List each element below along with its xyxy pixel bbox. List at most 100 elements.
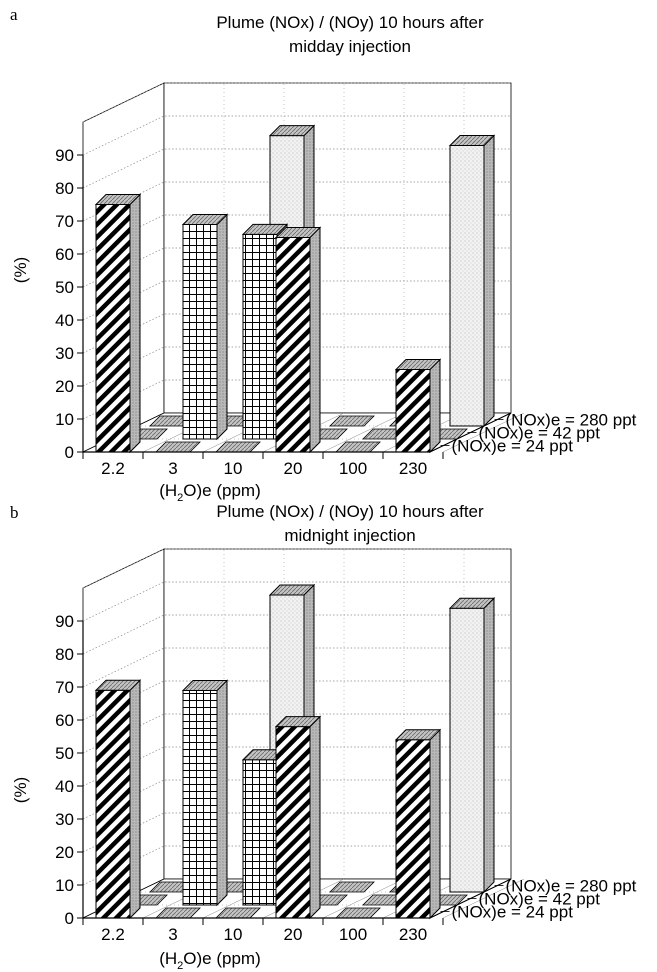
chart-title-line1: Plume (NOx) / (NOy) 10 hours after xyxy=(216,502,484,521)
y-tick-label: 40 xyxy=(55,311,74,330)
bar xyxy=(94,193,142,454)
front-axes xyxy=(77,620,512,925)
x-axis-label: (H2O)e (ppm) xyxy=(159,481,261,504)
front-axes xyxy=(77,154,512,459)
x-tick-label: 100 xyxy=(339,459,367,478)
bar-side xyxy=(309,715,321,920)
bar-front xyxy=(95,689,131,919)
bar-side xyxy=(129,679,141,920)
x-tick-label: 10 xyxy=(224,925,243,944)
bar-top xyxy=(268,125,316,137)
y-tick-label: 0 xyxy=(65,443,74,462)
x-tick-label: 3 xyxy=(168,459,177,478)
bar-top xyxy=(181,214,229,225)
bar xyxy=(448,596,496,894)
y-tick-label: 20 xyxy=(55,377,74,396)
legend-label: (NOx)e = 42 ppt xyxy=(479,424,601,443)
bar-side xyxy=(216,679,228,907)
chart-title-line2: midnight injection xyxy=(284,526,415,545)
bar-side xyxy=(429,728,441,920)
y-tick-label: 20 xyxy=(55,843,74,862)
bar xyxy=(181,213,229,441)
panel-b: b Plume (NOx) / (NOy) 10 hours after mid… xyxy=(10,502,637,972)
bar-side xyxy=(483,134,495,428)
y-tick-label: 40 xyxy=(55,777,74,796)
x-tick-label: 2.2 xyxy=(101,459,125,478)
y-tick-label: 50 xyxy=(55,278,74,297)
chart-title-line1: Plume (NOx) / (NOy) 10 hours after xyxy=(216,13,484,32)
x-tick-label: 10 xyxy=(224,459,243,478)
y-tick-label: 30 xyxy=(55,810,74,829)
bar-front xyxy=(449,607,485,893)
legend-label: (NOx)e = 42 ppt xyxy=(479,890,601,909)
legend-label: (NOx)e = 280 ppt xyxy=(506,411,637,430)
bar xyxy=(448,134,496,428)
y-tick-label: 60 xyxy=(55,711,74,730)
x-tick-label: 3 xyxy=(168,925,177,944)
labels: 0 10 20 30 40 50 60 70 80 90 2.2 3 10 20 100 230 (NOx)e … xyxy=(55,612,637,944)
y-axis-label: (%) xyxy=(11,777,30,803)
y-tick-label: 50 xyxy=(55,744,74,763)
bar xyxy=(329,881,375,893)
y-tick-label: 80 xyxy=(55,179,74,198)
bar xyxy=(181,679,229,907)
bar-front xyxy=(242,759,278,906)
bar-front xyxy=(395,739,431,919)
bar-top xyxy=(94,679,142,691)
floor-cat-line xyxy=(442,412,525,453)
y-tick-label: 90 xyxy=(55,612,74,631)
bar-top xyxy=(274,716,322,728)
bar-top xyxy=(394,359,442,370)
y-tick-label: 10 xyxy=(55,876,74,895)
bar-side xyxy=(309,226,321,454)
y-tick-label: 80 xyxy=(55,645,74,664)
legend-label: (NOx)e = 24 ppt xyxy=(452,437,574,456)
bar xyxy=(329,415,375,427)
x-axis-label: (H2O)e (ppm) xyxy=(159,949,261,972)
y-tick-label: 60 xyxy=(55,245,74,264)
bar-top xyxy=(241,223,289,235)
y-axis-label: (%) xyxy=(11,257,30,283)
bar xyxy=(394,358,442,454)
bar-top xyxy=(448,597,496,609)
y-tick-label: 30 xyxy=(55,344,74,363)
labels: 0 10 20 30 40 50 60 70 80 90 2.2 3 10 20 100 230 (NOx)e … xyxy=(55,146,637,478)
floor-cat-line xyxy=(322,878,405,919)
panel-label: b xyxy=(10,503,19,522)
x-tick-label: 230 xyxy=(399,459,427,478)
bar-front xyxy=(395,369,431,453)
panel-a: a Plume (NOx) / (NOy) 10 hours after mid… xyxy=(10,5,637,504)
x-tick-label: 2.2 xyxy=(101,925,125,944)
bar-top xyxy=(394,729,442,741)
x-tick-label: 20 xyxy=(284,459,303,478)
bar-front xyxy=(275,726,311,919)
x-tick-label: 20 xyxy=(284,925,303,944)
legend-label: (NOx)e = 280 ppt xyxy=(506,877,637,896)
x-tick-label: 230 xyxy=(399,925,427,944)
chart-title-line2: midday injection xyxy=(289,37,411,56)
bar xyxy=(394,728,442,920)
bar-front xyxy=(95,204,131,453)
bar xyxy=(274,226,322,454)
bar-front xyxy=(182,690,218,906)
y-tick-label: 90 xyxy=(55,146,74,165)
bar-side xyxy=(483,596,495,894)
bar xyxy=(274,715,322,920)
bar-top xyxy=(94,194,142,205)
bar-front xyxy=(449,145,485,427)
bar-zero-tile xyxy=(329,881,375,893)
bar xyxy=(94,679,142,920)
bar-top xyxy=(268,584,316,596)
floor-cat-line xyxy=(442,878,525,919)
bar-top xyxy=(274,227,322,238)
x-tick-label: 100 xyxy=(339,925,367,944)
bar-front xyxy=(182,224,218,440)
bar-front xyxy=(275,237,311,453)
bar-side xyxy=(429,358,441,454)
floor-cat-line xyxy=(322,412,405,453)
y-tick-label: 10 xyxy=(55,410,74,429)
bar-top xyxy=(448,135,496,146)
y-tick-label: 70 xyxy=(55,678,74,697)
bars xyxy=(94,583,496,920)
